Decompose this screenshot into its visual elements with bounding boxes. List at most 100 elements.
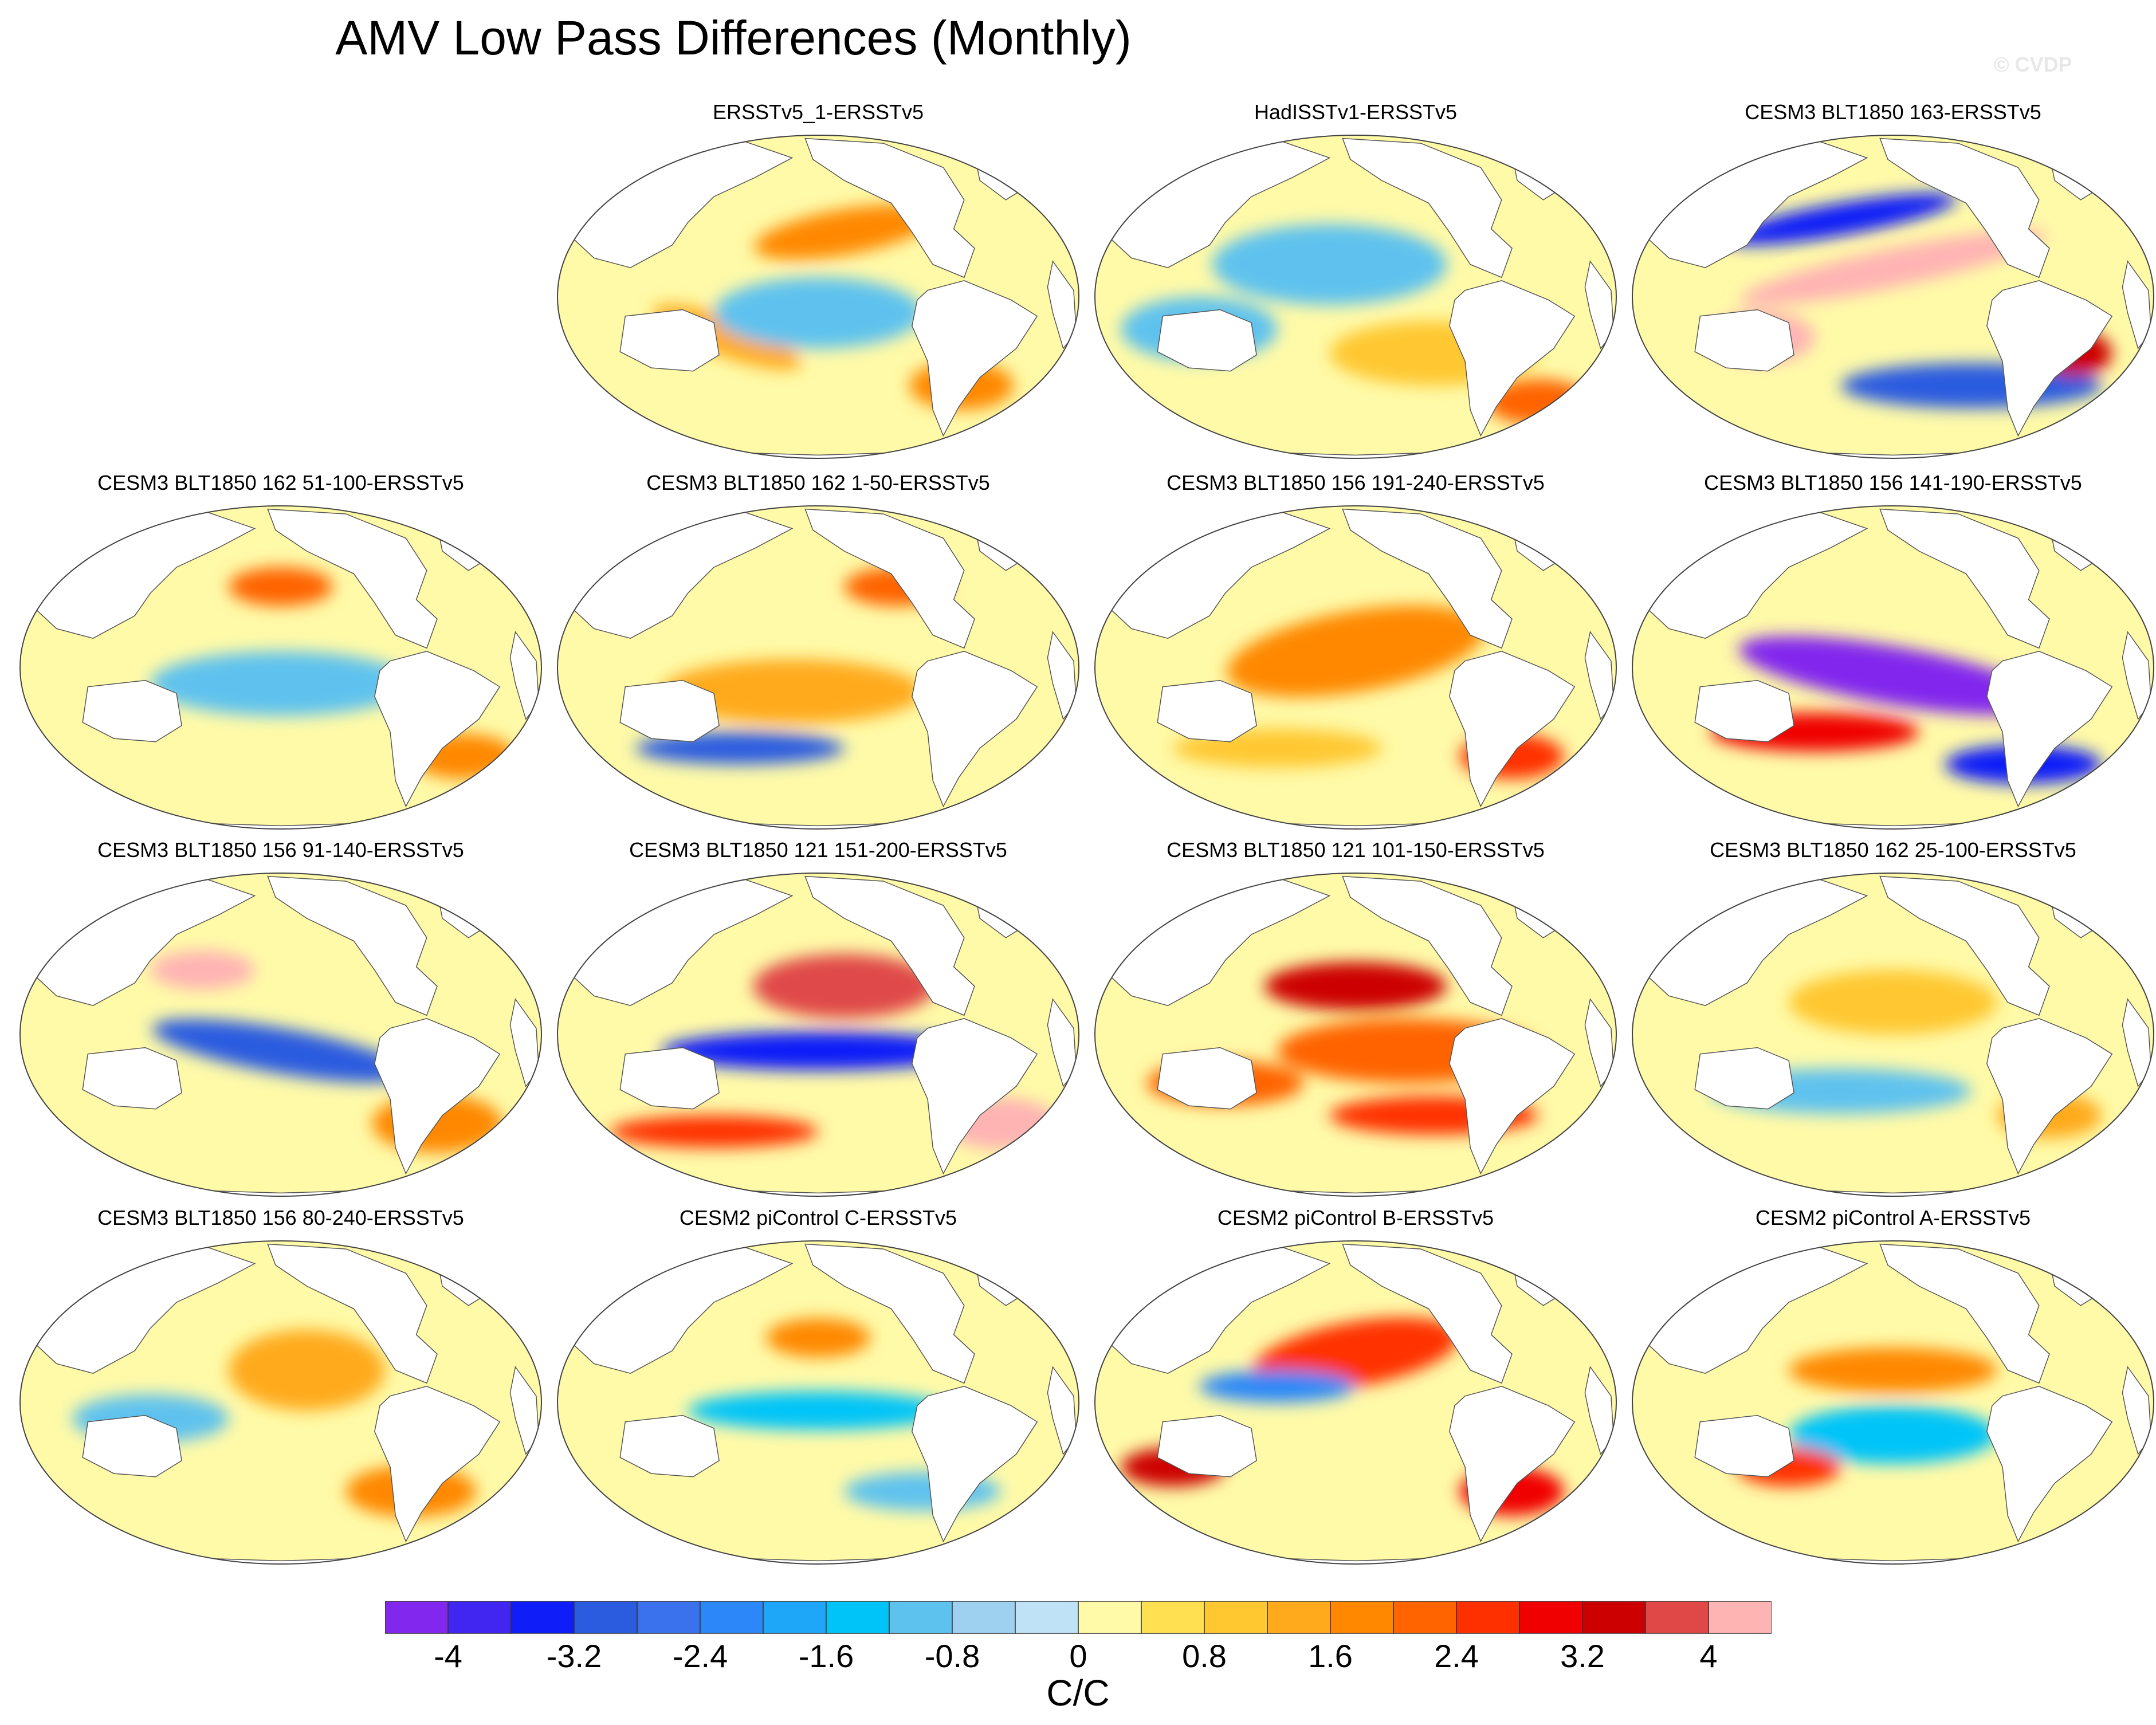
robinson-map — [1632, 1240, 2154, 1565]
land-americaN — [267, 1243, 438, 1384]
robinson-map — [557, 135, 1079, 459]
land-americaN — [804, 137, 975, 278]
map-outline — [1094, 1240, 1617, 1565]
robinson-map — [19, 873, 542, 1197]
robinson-map — [1632, 135, 2154, 459]
land-africa — [509, 1366, 540, 1455]
map-outline — [1632, 873, 2154, 1197]
land-americaN — [267, 875, 438, 1016]
colorbar-labels: -4 -3.2 -2.4 -1.6 -0.8 0 0.8 1.6 2.4 3.2 4 — [0, 1637, 2156, 1677]
land-australia — [1694, 309, 1794, 372]
map-panel: CESM3 BLT1850 162 1-50-ERSSTv5 — [550, 471, 1086, 838]
land-australia — [1694, 679, 1794, 742]
land-americaS — [374, 1386, 501, 1543]
land-americaS — [912, 1386, 1038, 1543]
map-outline — [1632, 1240, 2154, 1565]
land-australia — [82, 679, 182, 742]
land-australia — [1694, 1414, 1794, 1478]
robinson-map — [19, 505, 542, 830]
land-americaN — [1342, 508, 1513, 649]
panel-title: CESM3 BLT1850 162 25-100-ERSSTv5 — [1710, 838, 2076, 862]
anomaly-patch — [766, 1318, 870, 1358]
map-panel: CESM3 BLT1850 162 51-100-ERSSTv5 — [13, 471, 549, 838]
colorbar-box — [1204, 1601, 1268, 1634]
robinson-map — [1094, 873, 1617, 1197]
map-panel: ERSSTv5_1-ERSSTv5 — [550, 100, 1086, 467]
panel-title: CESM2 piControl B-ERSSTv5 — [1217, 1206, 1494, 1229]
land-americaN — [804, 875, 975, 1016]
robinson-map — [1632, 873, 2154, 1197]
panel-title: HadISSTv1-ERSSTv5 — [1254, 100, 1458, 124]
colorbar-tick-label: 1.6 — [1308, 1638, 1353, 1674]
land-americaS — [1449, 651, 1576, 808]
map-panel: HadISSTv1-ERSSTv5 — [1087, 100, 1624, 467]
land-africa — [1047, 260, 1077, 349]
robinson-map — [1094, 505, 1617, 830]
map-outline — [557, 1240, 1079, 1565]
figure-title: AMV Low Pass Differences (Monthly) — [335, 11, 1132, 65]
colorbar-tick-label: -0.8 — [924, 1638, 980, 1674]
robinson-map — [557, 505, 1079, 830]
colorbar-box — [1330, 1601, 1394, 1634]
watermark: © CVDP — [1994, 53, 2072, 76]
anomaly-patch — [662, 1031, 975, 1071]
map-panel: CESM2 piControl B-ERSSTv5 — [1087, 1206, 1624, 1573]
colorbar-tick-label: 0 — [1069, 1638, 1087, 1674]
land-americaN — [1342, 137, 1513, 278]
panel-title: CESM3 BLT1850 156 91-140-ERSSTv5 — [97, 838, 464, 862]
map-panel: CESM3 BLT1850 156 80-240-ERSSTv5 — [13, 1206, 549, 1573]
panel-title: CESM3 BLT1850 163-ERSSTv5 — [1745, 100, 2041, 124]
land-americaS — [912, 1018, 1038, 1175]
land-americaN — [1879, 875, 2050, 1016]
map-outline — [557, 873, 1079, 1197]
land-africa — [509, 631, 540, 720]
land-americaN — [804, 508, 975, 649]
map-outline — [1094, 135, 1617, 459]
anomaly-patch — [229, 567, 333, 606]
colorbar-box — [637, 1601, 701, 1634]
colorbar-box — [700, 1601, 764, 1634]
land-americaS — [1986, 1386, 2113, 1543]
map-outline — [1094, 505, 1617, 830]
land-africa — [2122, 260, 2152, 349]
map-outline — [19, 1240, 542, 1565]
land-australia — [619, 309, 720, 372]
anomaly-patch — [1227, 605, 1485, 697]
land-australia — [82, 1047, 182, 1110]
map-panel: CESM2 piControl A-ERSSTv5 — [1625, 1206, 2156, 1573]
anomaly-patch — [753, 954, 936, 1019]
colorbar-box — [510, 1601, 575, 1634]
panel-title: CESM3 BLT1850 156 141-190-ERSSTv5 — [1704, 471, 2082, 494]
colorbar-tick-label: 4 — [1699, 1638, 1718, 1674]
land-australia — [619, 679, 720, 742]
colorbar-box — [889, 1601, 953, 1634]
land-americaS — [374, 1018, 501, 1175]
land-africa — [509, 998, 540, 1087]
land-africa — [1047, 998, 1077, 1087]
land-americaS — [912, 280, 1038, 437]
map-outline — [1094, 873, 1617, 1197]
panel-title: ERSSTv5_1-ERSSTv5 — [712, 100, 924, 124]
map-panel: CESM3 BLT1850 162 25-100-ERSSTv5 — [1625, 838, 2156, 1205]
anomaly-patch — [1789, 970, 1997, 1035]
land-americaN — [1342, 1243, 1513, 1384]
land-africa — [1584, 631, 1615, 720]
colorbar-box — [1645, 1601, 1709, 1634]
robinson-map — [1094, 135, 1617, 459]
map-panel: CESM2 piControl C-ERSSTv5 — [550, 1206, 1086, 1573]
robinson-map — [1094, 1240, 1617, 1565]
panel-title: CESM2 piControl A-ERSSTv5 — [1755, 1206, 2031, 1229]
panel-title: CESM3 BLT1850 156 80-240-ERSSTv5 — [97, 1206, 464, 1229]
land-americaS — [1986, 1018, 2113, 1175]
colorbar-box — [826, 1601, 890, 1634]
colorbar-tick-label: 2.4 — [1434, 1638, 1479, 1674]
anomaly-patch — [1789, 1347, 1997, 1393]
anomaly-patch — [1739, 636, 2047, 715]
land-australia — [1157, 1047, 1257, 1110]
land-australia — [1694, 1047, 1794, 1110]
land-africa — [2122, 631, 2152, 720]
map-outline — [1632, 505, 2154, 830]
robinson-map — [1632, 505, 2154, 830]
land-africa — [1047, 1366, 1077, 1455]
colorbar-tick-label: -3.2 — [546, 1638, 602, 1674]
